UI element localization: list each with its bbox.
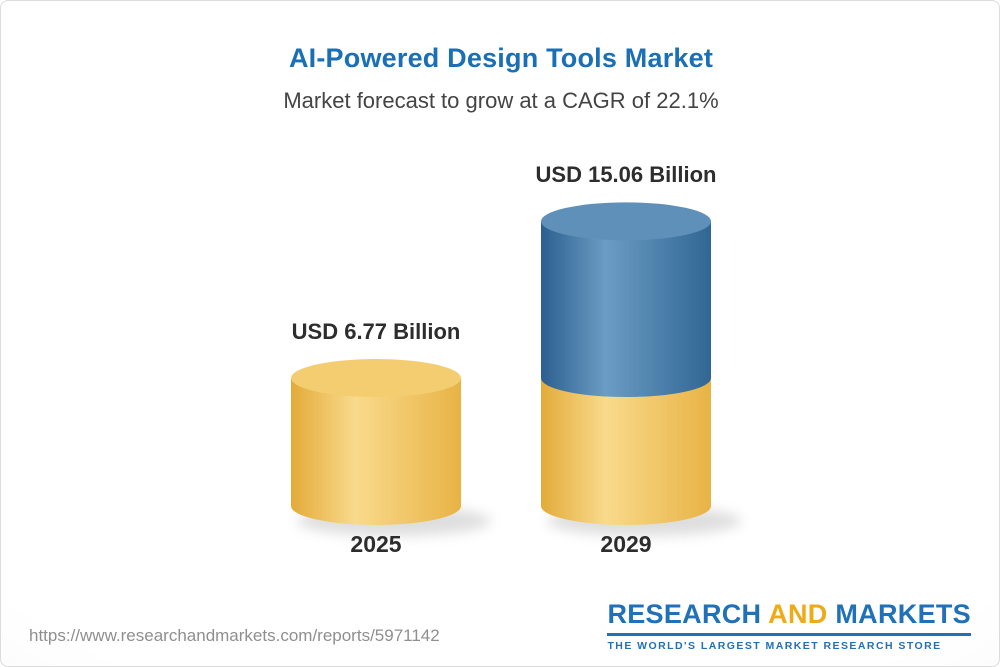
category-label-2029: 2029 [600,531,652,557]
logo-word-markets: MARKETS [835,599,971,629]
value-label-2029: USD 15.06 Billion [535,162,717,188]
bar-segment-2025-gold [291,378,461,525]
category-label-2025: 2025 [350,531,402,557]
source-url: https://www.researchandmarkets.com/repor… [29,626,440,645]
logo-word-and: AND [768,599,828,629]
logo-tagline: THE WORLD'S LARGEST MARKET RESEARCH STOR… [607,640,942,652]
chart-subtitle: Market forecast to grow at a CAGR of 22.… [283,88,719,113]
logo-rule [607,633,971,636]
research-and-markets-logo: RESEARCH AND MARKETS THE WORLD'S LARGEST… [607,599,971,652]
bar-top-2025 [291,359,461,398]
logo-wordmark: RESEARCH AND MARKETS [607,599,971,630]
logo-word-research: RESEARCH [607,599,762,629]
bar-top-2029 [541,202,711,241]
bar-segment-2029-blue [541,221,711,398]
chart-title: AI-Powered Design Tools Market [288,43,714,73]
bar-segment-2029-gold [541,378,711,525]
value-label-2025: USD 6.77 Billion [291,319,461,345]
